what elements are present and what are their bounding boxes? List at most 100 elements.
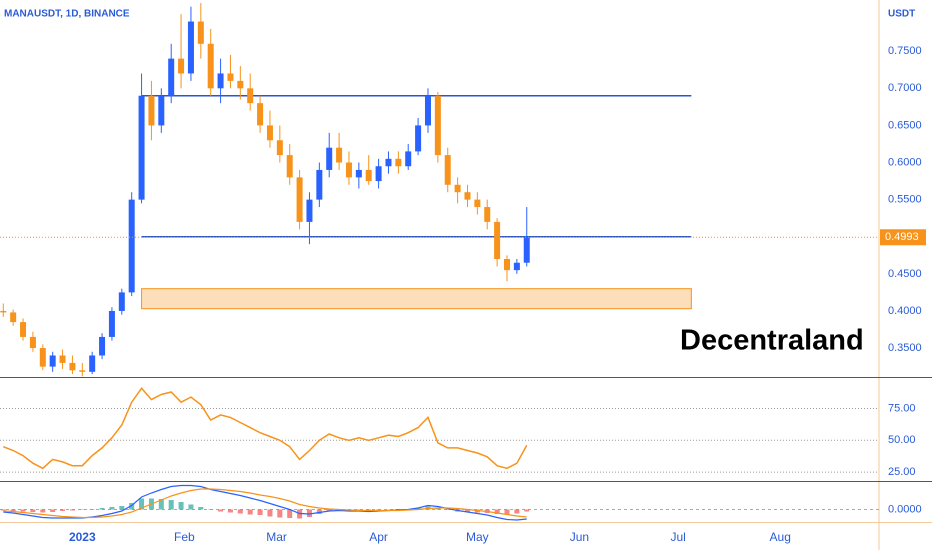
candle-body	[257, 103, 264, 126]
y-tick-label: 50.00	[888, 434, 916, 446]
chart-title: MANAUSDT, 1D, BINANCE	[4, 9, 130, 20]
macd-histogram-bar	[227, 509, 233, 513]
rsi-line	[3, 386, 528, 470]
candle-body	[20, 322, 27, 337]
candle-body	[197, 21, 204, 44]
macd-histogram-bar	[287, 509, 293, 518]
macd-histogram-bar	[395, 509, 401, 510]
candle-body	[415, 125, 422, 152]
y-tick-label: 25.00	[888, 466, 916, 478]
y-tick-label: 0.7000	[888, 82, 922, 94]
macd-histogram-bar	[10, 509, 16, 511]
candle-body	[286, 155, 293, 178]
x-tick-label: Aug	[770, 530, 791, 544]
candle-body	[365, 169, 372, 182]
macd-histogram-bar	[158, 499, 164, 510]
x-tick-label: Feb	[174, 530, 195, 544]
candle-body	[69, 362, 76, 371]
macd-histogram-bar	[20, 509, 26, 512]
candle-body	[345, 162, 352, 178]
candle-body	[296, 177, 303, 222]
candle-body	[168, 58, 175, 96]
candle-body	[39, 348, 46, 367]
macd-histogram-bar	[435, 508, 441, 510]
x-tick-label: May	[466, 530, 489, 544]
annotation: Decentraland	[680, 325, 864, 357]
y-tick-label: 0.5500	[888, 194, 922, 206]
macd-histogram-bar	[514, 509, 520, 514]
candle-body	[375, 166, 382, 182]
candle-body	[306, 199, 313, 222]
candle-body	[405, 151, 412, 167]
candle-body	[59, 355, 66, 363]
macd-histogram-bar	[494, 509, 500, 514]
candle-body	[178, 58, 185, 74]
macd-histogram-bar	[0, 509, 6, 511]
macd-histogram-bar	[30, 509, 36, 512]
y-tick-label: 0.4500	[888, 268, 922, 280]
candle-body	[108, 310, 115, 337]
candle-body	[227, 73, 234, 81]
macd-histogram-bar	[524, 509, 530, 512]
macd-histogram-bar	[504, 509, 510, 515]
candle-body	[355, 169, 362, 178]
macd-histogram-bar	[208, 509, 214, 510]
macd-histogram-bar	[60, 509, 66, 511]
candle-body	[158, 95, 165, 126]
macd-histogram-bar	[247, 509, 253, 515]
candle-body	[118, 292, 125, 311]
macd-histogram-bar	[40, 509, 46, 513]
candle-body	[29, 336, 36, 349]
y-tick-label: 0.6500	[888, 119, 922, 131]
candle-body	[207, 43, 214, 89]
macd-histogram-bar	[257, 509, 263, 515]
macd-line	[3, 484, 527, 521]
macd-histogram-bar	[79, 509, 85, 510]
candle-body	[513, 262, 520, 271]
y-tick-label: 0.6000	[888, 156, 922, 168]
candle-body	[434, 95, 441, 156]
x-tick-label: Jul	[671, 530, 686, 544]
macd-histogram-bar	[306, 509, 312, 517]
y-tick-label: 0.7500	[888, 45, 922, 57]
candle-body	[99, 336, 106, 356]
candle-body	[494, 221, 501, 260]
candle-body	[424, 95, 431, 126]
candle-body	[128, 199, 135, 293]
macd-histogram-bar	[168, 500, 174, 510]
y-tick-label: 0.3500	[888, 342, 922, 354]
candle-body	[503, 259, 510, 271]
y-tick-label: 75.00	[888, 402, 916, 414]
macd-histogram-bar	[69, 509, 75, 511]
y-tick-label: 0.0000	[888, 503, 922, 515]
candle-body	[326, 147, 333, 170]
macd-histogram-bar	[237, 509, 243, 514]
candle-body	[217, 73, 224, 89]
candle-body	[0, 310, 7, 313]
macd-histogram-bar	[316, 509, 322, 514]
candle-body	[444, 155, 451, 185]
macd-histogram-bar	[188, 504, 194, 510]
macd-histogram-bar	[50, 509, 56, 512]
x-tick-label: 2023	[69, 530, 96, 544]
macd-histogram-bar	[109, 507, 115, 510]
candle-body	[316, 169, 323, 200]
axis-unit: USDT	[888, 9, 915, 20]
macd-histogram-bar	[356, 509, 362, 510]
candle-body	[523, 237, 530, 263]
macd-histogram-bar	[139, 498, 145, 510]
macd-histogram-bar	[198, 507, 204, 510]
x-tick-label: Jun	[570, 530, 589, 544]
last-price-label: 0.4993	[885, 231, 919, 243]
candle-body	[79, 370, 86, 372]
candle-body	[138, 95, 145, 200]
macd-histogram-bar	[129, 503, 135, 510]
macd-histogram-bar	[178, 502, 184, 510]
candle-body	[247, 88, 254, 104]
macd-histogram-bar	[89, 509, 95, 510]
macd-histogram-bar	[267, 509, 273, 517]
candle-body	[474, 199, 481, 208]
macd-histogram-bar	[218, 509, 224, 512]
